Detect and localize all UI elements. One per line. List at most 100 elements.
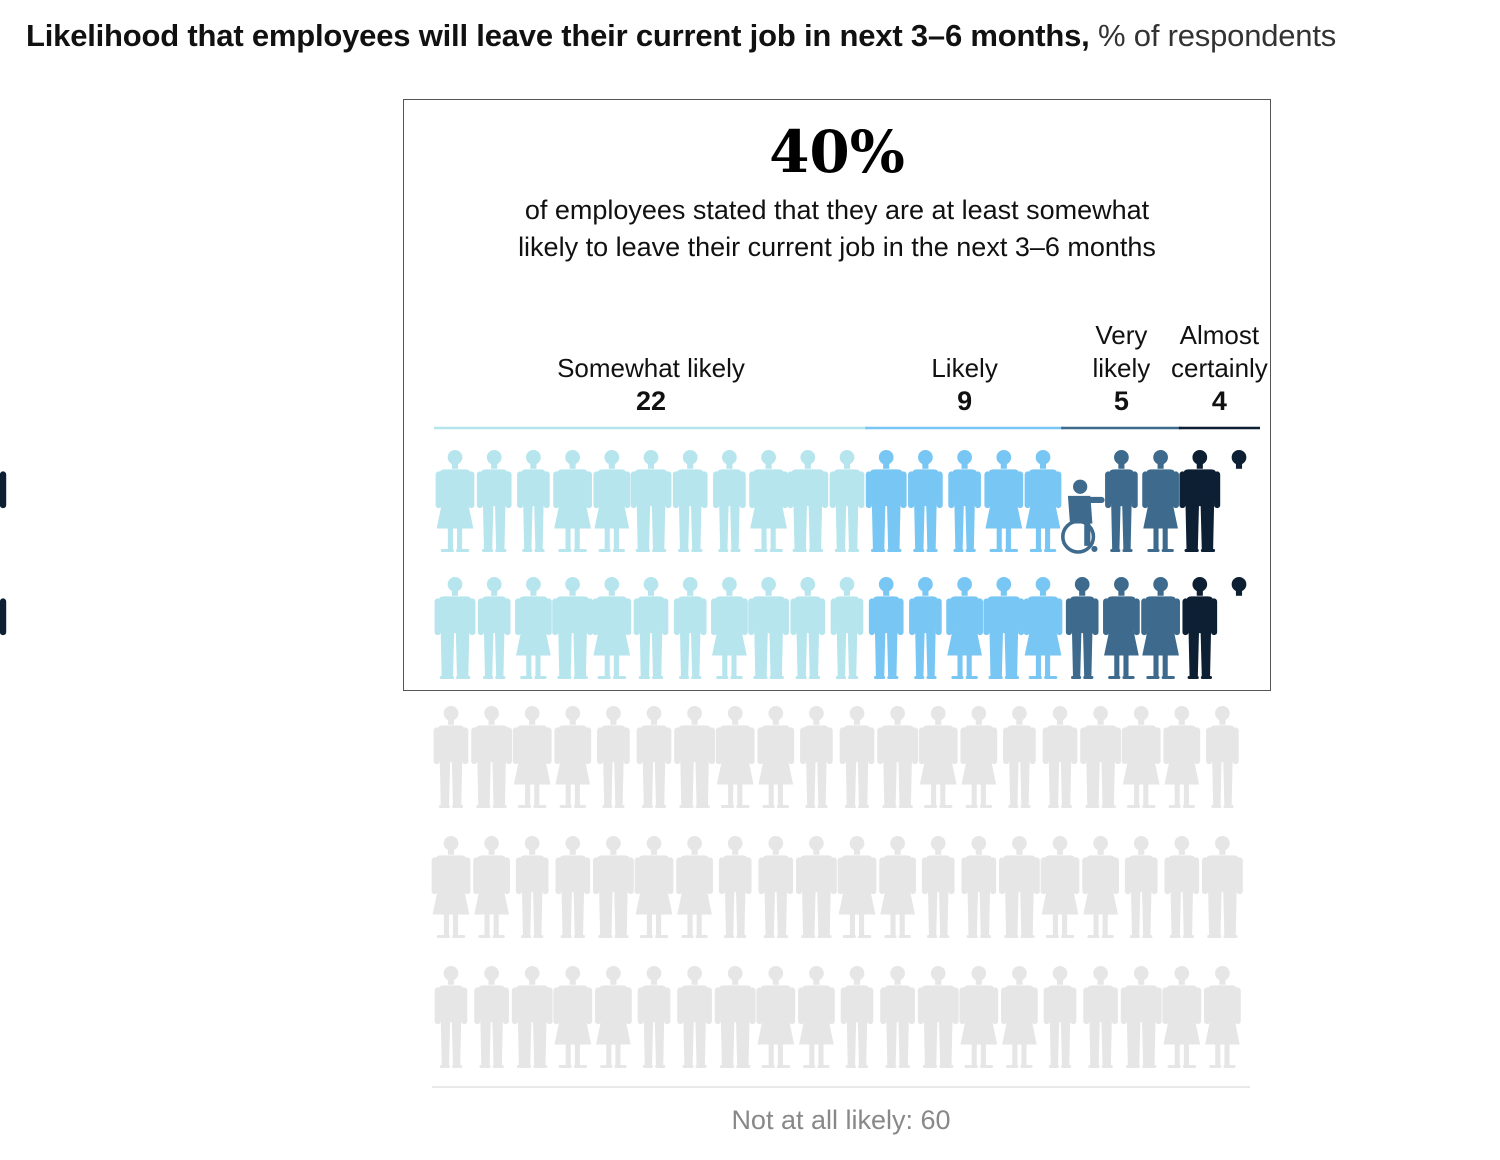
person-icon-0-1-2 [515, 577, 552, 679]
person-icon-0-1-0 [434, 577, 476, 679]
gray-person-icon-1-3 [555, 836, 591, 938]
gray-person-icon-1-6 [676, 836, 713, 938]
person-icon-0-0-1 [476, 450, 512, 552]
person-icon-0-1-5 [633, 577, 669, 679]
gray-person-icon-2-15 [1043, 966, 1077, 1068]
person-icon-0-0-8 [749, 450, 788, 552]
person-icon-1-1-15 [1023, 577, 1063, 679]
gray-person-icon-0-16 [1080, 706, 1121, 808]
person-icon-1-0-11 [865, 450, 907, 552]
gray-person-icon-1-14 [999, 836, 1040, 938]
other-label: Not at all likely: 60 [731, 1105, 950, 1135]
gray-person-icon-0-17 [1121, 706, 1161, 808]
gray-person-icon-1-15 [1040, 836, 1080, 938]
gray-person-icon-2-12 [917, 966, 959, 1068]
gray-person-icon-2-10 [840, 966, 874, 1068]
gray-person-icon-1-9 [796, 836, 837, 938]
person-icon-0-0-5 [630, 450, 672, 552]
category-value-2: 5 [1114, 386, 1129, 416]
gray-person-icon-2-1 [474, 966, 509, 1068]
gray-person-icon-1-17 [1124, 836, 1158, 938]
person-icon-2-0-17 [1105, 450, 1138, 552]
person-icon-1-1-11 [868, 577, 904, 679]
gray-person-icon-0-18 [1163, 706, 1201, 808]
gray-person-icon-1-10 [837, 836, 877, 938]
gray-person-icon-2-17 [1120, 966, 1162, 1068]
gray-person-icon-2-8 [756, 966, 796, 1068]
gray-person-icon-0-4 [597, 706, 630, 808]
person-icon-0-1-7 [711, 577, 748, 679]
person-icon-3-1-19 [1182, 577, 1218, 679]
gray-person-icon-0-14 [1003, 706, 1036, 808]
person-icon-1-0-15 [1024, 450, 1062, 552]
stat-description-line-1: of employees stated that they are at lea… [524, 195, 1150, 225]
person-icon-0-1-9 [790, 577, 826, 679]
gray-person-icon-2-6 [677, 966, 712, 1068]
gray-person-icon-1-7 [718, 836, 752, 938]
category-label-1-0: Likely [931, 353, 997, 383]
gray-person-icon-0-8 [757, 706, 795, 808]
person-icon-2-1-18 [1141, 577, 1180, 679]
category-label-2-1: likely [1093, 353, 1151, 383]
person-icon-1-0-13 [948, 450, 981, 552]
gray-person-icon-2-13 [959, 966, 999, 1068]
person-icon-0-1-3 [552, 577, 593, 679]
person-icon-0-0-10 [829, 450, 865, 552]
gray-person-icon-2-19 [1204, 966, 1241, 1068]
gray-person-icon-1-18 [1164, 836, 1200, 938]
chart-title: Likelihood that employees will leave the… [26, 18, 1336, 54]
category-value-1: 9 [957, 386, 972, 416]
category-value-0: 22 [636, 386, 666, 416]
person-icon-1-1-13 [946, 577, 983, 679]
gray-person-icon-2-3 [553, 966, 593, 1068]
person-icon-0-1-10 [830, 577, 864, 679]
category-label-2-0: Very [1095, 320, 1147, 350]
gray-person-icon-2-5 [637, 966, 671, 1068]
gray-person-icon-1-16 [1082, 836, 1119, 938]
gray-person-icon-1-5 [634, 836, 674, 938]
person-icon-0-0-9 [787, 450, 829, 552]
gray-person-icon-0-10 [839, 706, 875, 808]
gray-person-icon-1-11 [879, 836, 916, 938]
gray-person-icon-1-8 [758, 836, 794, 938]
gray-person-icon-1-19 [1202, 836, 1243, 938]
gray-person-icon-2-14 [1001, 966, 1038, 1068]
gray-person-icon-2-18 [1162, 966, 1202, 1068]
gray-person-icon-0-6 [674, 706, 715, 808]
person-icon-2-1-17 [1103, 577, 1140, 679]
gray-person-icon-2-0 [434, 966, 468, 1068]
chart-title-bold: Likelihood that employees will leave the… [26, 18, 1090, 53]
person-icon-1-0-12 [908, 450, 943, 552]
gray-person-icon-0-1 [471, 706, 512, 808]
person-icon-3-1-20 [0, 577, 1247, 636]
category-label-0-0: Somewhat likely [557, 353, 745, 383]
gray-person-icon-0-7 [715, 706, 755, 808]
person-icon-3-0-20 [0, 450, 1247, 509]
gray-person-icon-2-2 [511, 966, 553, 1068]
person-icon-2-0-18 [1142, 450, 1179, 552]
wheelchair-person-icon [1061, 479, 1105, 554]
big-stat: 40% [769, 118, 905, 186]
gray-person-icon-0-5 [636, 706, 672, 808]
person-icon-0-0-6 [672, 450, 708, 552]
gray-person-icon-1-4 [593, 836, 634, 938]
category-label-3-1: certainly [1171, 353, 1268, 383]
person-icon-3-0-19 [1179, 450, 1221, 552]
chart-title-unit: % of respondents [1098, 18, 1337, 53]
person-icon-0-0-3 [553, 450, 592, 552]
gray-person-icon-2-11 [880, 966, 915, 1068]
category-value-3: 4 [1212, 386, 1227, 416]
gray-person-icon-1-1 [473, 836, 510, 938]
gray-person-icon-0-11 [877, 706, 918, 808]
gray-person-icon-2-16 [1083, 966, 1118, 1068]
callout-box [403, 99, 1271, 691]
gray-person-icon-0-0 [433, 706, 469, 808]
person-icon-2-1-16 [1065, 577, 1099, 679]
person-icon-1-0-14 [984, 450, 1024, 552]
person-icon-1-1-14 [983, 577, 1025, 679]
gray-person-icon-0-15 [1042, 706, 1078, 808]
stat-description-line-2: likely to leave their current job in the… [518, 232, 1156, 262]
gray-person-icon-1-12 [921, 836, 955, 938]
gray-person-icon-1-2 [515, 836, 549, 938]
